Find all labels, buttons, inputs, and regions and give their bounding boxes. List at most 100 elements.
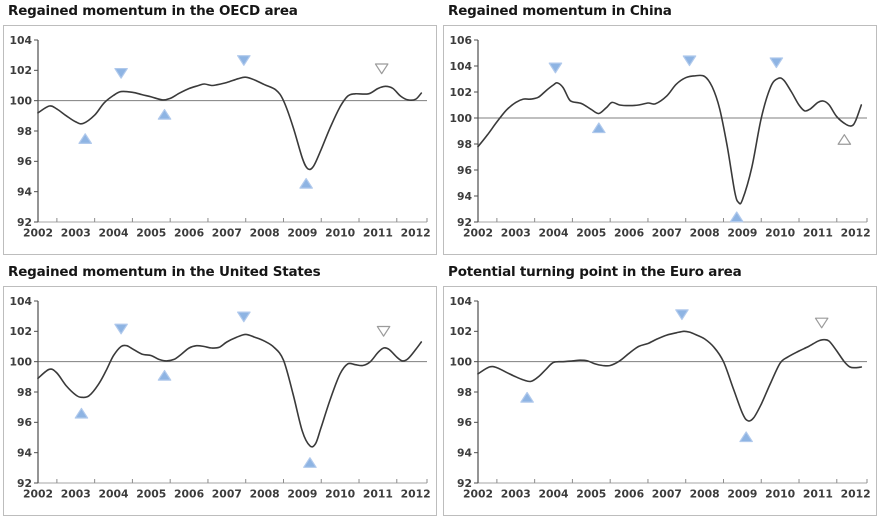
trough-marker [303,457,317,468]
chart-cell-euro-area: Potential turning point in the Euro area… [443,263,877,516]
trough-marker [157,369,172,381]
y-tick-label: 102 [9,64,32,77]
y-tick-label: 96 [457,164,472,177]
x-tick-label: 2008 [250,227,280,240]
y-tick-label: 94 [457,190,473,203]
y-tick-label: 96 [457,416,472,429]
x-tick-label: 2009 [727,488,757,501]
chart-title-china: Regained momentum in China [448,3,672,19]
x-tick-label: 2005 [136,227,166,240]
provisional-marker [376,325,391,337]
y-tick-label: 104 [449,295,472,308]
chart-cell-united-states: Regained momentum in the United States 2… [3,263,437,516]
x-tick-label: 2004 [539,227,570,240]
peak-marker [769,57,784,69]
x-tick-label: 2005 [576,488,606,501]
y-tick-label: 102 [449,325,472,338]
y-tick-label: 104 [9,295,32,308]
x-tick-label: 2012 [401,227,431,240]
line-chart-china: 2002 2003 2004 2005 2006 2007 2008 2009 2010 2011… [449,34,871,240]
x-tick-label: 2003 [61,227,91,240]
y-tick-label: 92 [457,216,472,229]
trough-marker [299,177,313,189]
provisional-marker [814,317,829,329]
x-tick-label: 2004 [99,488,130,501]
y-tick-label: 102 [449,86,472,99]
y-tick-label: 96 [17,416,32,429]
x-tick-label: 2010 [325,227,355,240]
line-chart-united-states: 2002 2003 2004 2005 2006 2007 2008 2009 2010 2011… [9,295,431,501]
x-tick-label: 2012 [841,488,871,501]
line-chart-oecd: 2002 2003 2004 2005 2006 2007 2008 2009 2010 2011… [9,34,431,240]
x-tick-label: 2005 [136,488,166,501]
peak-marker [675,309,689,321]
x-tick-label: 2012 [841,227,871,240]
x-tick-label: 2011 [363,488,393,501]
y-tick-label: 92 [457,477,472,490]
x-tick-label: 2011 [363,227,393,240]
y-tick-label: 94 [17,446,33,459]
chart-panel-united-states: 2002 2003 2004 2005 2006 2007 2008 2009 2010 2011… [3,286,437,516]
x-tick-label: 2007 [652,227,682,240]
x-tick-label: 2011 [803,227,833,240]
x-tick-label: 2003 [61,488,91,501]
chart-cell-oecd: Regained momentum in the OECD area 2002 2… [3,2,437,255]
chart-panel-china: 2002 2003 2004 2005 2006 2007 2008 2009 2010 2011… [443,25,877,255]
x-tick-label: 2008 [250,488,280,501]
x-tick-label: 2007 [212,227,242,240]
y-tick-label: 100 [9,94,32,107]
x-tick-label: 2003 [501,488,531,501]
chart-title-euro-area: Potential turning point in the Euro area [448,264,742,280]
x-tick-label: 2011 [803,488,833,501]
x-tick-label: 2003 [501,227,531,240]
x-tick-label: 2006 [614,488,644,501]
y-tick-label: 92 [17,477,32,490]
peak-marker [114,323,128,335]
trough-marker [739,431,753,443]
y-tick-label: 100 [449,355,472,368]
y-tick-label: 102 [9,325,32,338]
x-tick-label: 2006 [174,227,204,240]
peak-marker [114,67,128,79]
x-tick-label: 2002 [463,227,493,240]
x-tick-label: 2002 [23,227,53,240]
cli-series-line [37,333,423,448]
x-tick-label: 2012 [401,488,431,501]
peak-marker [548,62,563,74]
trough-marker [78,133,93,144]
x-tick-label: 2010 [765,488,795,501]
x-tick-label: 2010 [765,227,795,240]
chart-panel-oecd: 2002 2003 2004 2005 2006 2007 2008 2009 2010 2011… [3,25,437,255]
y-tick-label: 104 [9,34,32,47]
y-tick-label: 94 [457,446,473,459]
chart-title-united-states: Regained momentum in the United States [8,264,321,280]
trough-marker [592,122,606,134]
trough-marker [729,211,744,223]
y-tick-label: 104 [449,60,472,73]
x-tick-label: 2002 [463,488,493,501]
provisional-marker [837,134,852,145]
cli-series-line [477,330,863,422]
trough-marker [520,391,534,403]
y-tick-label: 92 [17,216,32,229]
x-tick-label: 2006 [174,488,204,501]
x-tick-label: 2009 [287,227,317,240]
cli-series-line [37,76,423,171]
x-tick-label: 2008 [690,227,720,240]
x-tick-label: 2010 [325,488,355,501]
x-tick-label: 2006 [614,227,644,240]
y-tick-label: 98 [17,386,32,399]
x-tick-label: 2008 [690,488,720,501]
x-tick-label: 2009 [727,227,757,240]
trough-marker [157,108,172,120]
peak-marker [237,311,251,323]
y-tick-label: 106 [449,34,472,47]
chart-panel-euro-area: 2002 2003 2004 2005 2006 2007 2008 2009 2010 2011… [443,286,877,516]
y-tick-label: 94 [17,185,33,198]
peak-marker [237,55,251,66]
chart-cell-china: Regained momentum in China 2002 2003 2004 2… [443,2,877,255]
y-tick-label: 98 [457,138,472,151]
y-tick-label: 98 [17,125,32,138]
peak-marker [682,55,697,67]
